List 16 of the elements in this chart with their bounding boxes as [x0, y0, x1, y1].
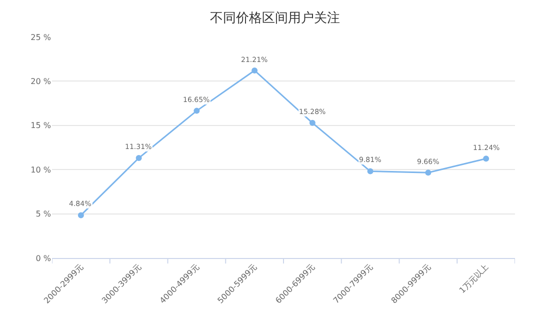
point [78, 212, 84, 218]
y-tick-label: 25 % [30, 32, 52, 42]
y-tick-label: 0 % [36, 254, 52, 263]
point [425, 170, 432, 176]
chart-title: 不同价格区间用户关注 [210, 11, 340, 26]
point [483, 156, 490, 162]
point [136, 155, 142, 162]
point [367, 168, 374, 174]
y-tick-label: 15 % [30, 121, 52, 130]
point [309, 120, 316, 126]
y-tick-label: 10 % [30, 165, 52, 174]
point [194, 108, 200, 114]
point [252, 68, 258, 74]
y-tick-label: 5 % [36, 210, 52, 219]
y-tick-label: 20 % [30, 77, 52, 86]
x-tick-label: 1万元以上 [458, 262, 490, 296]
